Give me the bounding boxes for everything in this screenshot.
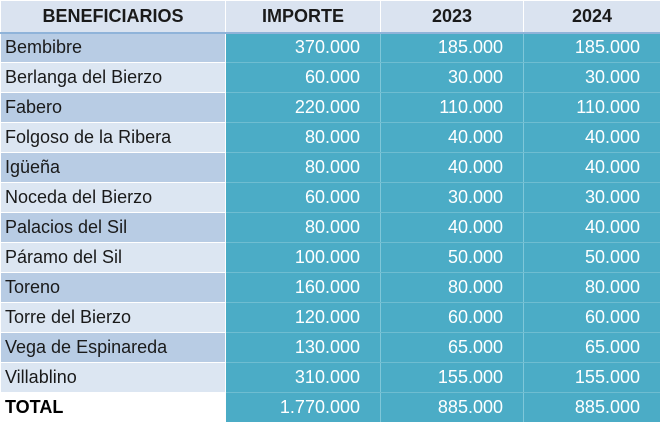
importe-cell: 120.000 [225, 302, 381, 333]
importe-cell: 80.000 [225, 212, 381, 243]
amount-2023-cell: 30.000 [380, 182, 524, 213]
importe-cell: 310.000 [225, 362, 381, 393]
amount-2023-cell: 50.000 [380, 242, 524, 273]
amount-2024-cell: 60.000 [523, 302, 660, 333]
table-row: Berlanga del Bierzo 60.000 30.000 30.000 [0, 62, 660, 93]
amount-2024-cell: 65.000 [523, 332, 660, 363]
table-row: Villablino 310.000 155.000 155.000 [0, 362, 660, 393]
amount-2023-cell: 110.000 [380, 92, 524, 123]
amount-2023-cell: 30.000 [380, 62, 524, 93]
table-row: Palacios del Sil 80.000 40.000 40.000 [0, 212, 660, 243]
importe-cell: 60.000 [225, 182, 381, 213]
amount-2024-cell: 110.000 [523, 92, 660, 123]
table-row: Vega de Espinareda 130.000 65.000 65.000 [0, 332, 660, 363]
amount-2024-cell: 185.000 [523, 32, 660, 63]
table-row: Noceda del Bierzo 60.000 30.000 30.000 [0, 182, 660, 213]
header-2023: 2023 [380, 0, 524, 34]
amount-2024-cell: 50.000 [523, 242, 660, 273]
total-row: TOTAL 1.770.000 885.000 885.000 [0, 392, 660, 423]
importe-cell: 130.000 [225, 332, 381, 363]
beneficiary-name: Berlanga del Bierzo [0, 62, 226, 93]
total-2024: 885.000 [523, 392, 660, 423]
beneficiary-name: Torre del Bierzo [0, 302, 226, 333]
amount-2024-cell: 80.000 [523, 272, 660, 303]
table-body: Bembibre 370.000 185.000 185.000 Berlanga de… [0, 32, 660, 393]
table-row: Fabero 220.000 110.000 110.000 [0, 92, 660, 123]
amount-2024-cell: 30.000 [523, 182, 660, 213]
total-label: TOTAL [0, 392, 226, 423]
amount-2023-cell: 185.000 [380, 32, 524, 63]
amount-2024-cell: 40.000 [523, 152, 660, 183]
beneficiary-name: Vega de Espinareda [0, 332, 226, 363]
beneficiary-name: Igüeña [0, 152, 226, 183]
beneficiary-name: Folgoso de la Ribera [0, 122, 226, 153]
importe-cell: 60.000 [225, 62, 381, 93]
table-footer: TOTAL 1.770.000 885.000 885.000 [0, 392, 660, 423]
beneficiaries-table: BENEFICIARIOS IMPORTE 2023 2024 Bembibre… [0, 0, 660, 423]
header-importe: IMPORTE [225, 0, 381, 34]
table-row: Páramo del Sil 100.000 50.000 50.000 [0, 242, 660, 273]
table-row: Torre del Bierzo 120.000 60.000 60.000 [0, 302, 660, 333]
importe-cell: 80.000 [225, 122, 381, 153]
importe-cell: 220.000 [225, 92, 381, 123]
amount-2023-cell: 40.000 [380, 122, 524, 153]
amount-2024-cell: 40.000 [523, 122, 660, 153]
amount-2023-cell: 65.000 [380, 332, 524, 363]
amount-2023-cell: 155.000 [380, 362, 524, 393]
amount-2023-cell: 60.000 [380, 302, 524, 333]
table-header: BENEFICIARIOS IMPORTE 2023 2024 [0, 0, 660, 34]
header-2024: 2024 [523, 0, 660, 34]
importe-cell: 100.000 [225, 242, 381, 273]
beneficiary-name: Villablino [0, 362, 226, 393]
beneficiary-name: Bembibre [0, 32, 226, 63]
table-row: Folgoso de la Ribera 80.000 40.000 40.000 [0, 122, 660, 153]
importe-cell: 160.000 [225, 272, 381, 303]
table-row: Igüeña 80.000 40.000 40.000 [0, 152, 660, 183]
header-beneficiarios: BENEFICIARIOS [0, 0, 226, 34]
table-row: Toreno 160.000 80.000 80.000 [0, 272, 660, 303]
beneficiary-name: Palacios del Sil [0, 212, 226, 243]
importe-cell: 370.000 [225, 32, 381, 63]
amount-2023-cell: 40.000 [380, 152, 524, 183]
amount-2024-cell: 30.000 [523, 62, 660, 93]
header-row: BENEFICIARIOS IMPORTE 2023 2024 [0, 0, 660, 34]
total-importe: 1.770.000 [225, 392, 381, 423]
beneficiary-name: Páramo del Sil [0, 242, 226, 273]
table-row: Bembibre 370.000 185.000 185.000 [0, 32, 660, 63]
amount-2024-cell: 155.000 [523, 362, 660, 393]
beneficiary-name: Noceda del Bierzo [0, 182, 226, 213]
total-2023: 885.000 [380, 392, 524, 423]
beneficiary-name: Fabero [0, 92, 226, 123]
amount-2023-cell: 40.000 [380, 212, 524, 243]
amount-2023-cell: 80.000 [380, 272, 524, 303]
amount-2024-cell: 40.000 [523, 212, 660, 243]
beneficiary-name: Toreno [0, 272, 226, 303]
importe-cell: 80.000 [225, 152, 381, 183]
